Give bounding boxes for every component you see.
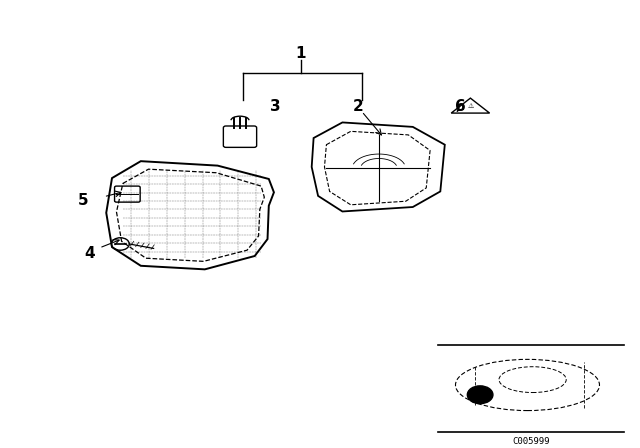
Text: 6: 6 bbox=[456, 99, 466, 114]
Text: 3: 3 bbox=[270, 99, 280, 114]
Text: 4: 4 bbox=[84, 246, 95, 261]
Text: C005999: C005999 bbox=[513, 437, 550, 446]
Text: 5: 5 bbox=[78, 193, 88, 208]
Text: 1: 1 bbox=[296, 46, 306, 61]
Text: 2: 2 bbox=[353, 99, 364, 114]
Text: ⚠: ⚠ bbox=[467, 103, 474, 109]
Circle shape bbox=[467, 386, 493, 404]
